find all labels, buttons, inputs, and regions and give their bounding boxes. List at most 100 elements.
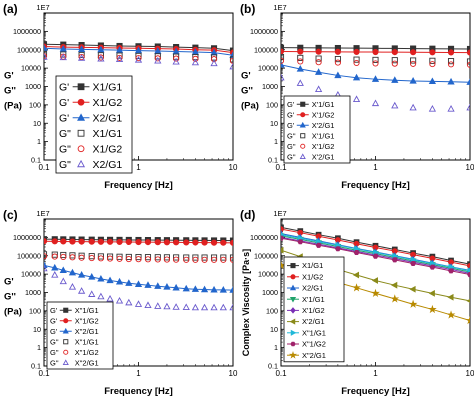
data-point <box>229 51 233 58</box>
x-axis-label: Frequency [Hz] <box>104 180 173 191</box>
series-1 <box>44 238 233 246</box>
legend-item: G' X"2/G1 <box>50 327 99 336</box>
y-axis-exponent-label: 1E7 <box>273 3 286 12</box>
legend-label: X2/G1 <box>92 159 122 171</box>
chart-panel-d: (d) 1E7 1000000 100000 10000 1000 100 10 1 0.10.1… <box>240 208 474 397</box>
legend-label: X1/G2 <box>92 97 122 109</box>
data-point <box>135 239 142 246</box>
y-tick-label: 100000 <box>17 45 41 54</box>
y-tick-label: 1000 <box>262 82 278 91</box>
data-point <box>352 73 361 81</box>
data-point <box>163 254 170 261</box>
legend-prefix: G" <box>59 143 71 155</box>
y-axis-label-line: (Pa) <box>4 307 22 318</box>
data-point <box>281 48 285 55</box>
data-point <box>409 103 417 111</box>
series-4 <box>44 253 233 263</box>
data-point <box>183 239 190 246</box>
data-point <box>428 289 435 297</box>
data-point <box>172 57 180 65</box>
data-point <box>334 71 342 79</box>
legend-prefix: G' <box>287 110 295 119</box>
data-point <box>410 260 417 266</box>
data-point <box>97 54 105 62</box>
data-point <box>467 272 470 278</box>
x-tick-label: 0.1 <box>275 369 287 378</box>
legend-item: G' X'2/G1 <box>287 121 334 130</box>
data-point <box>88 253 95 260</box>
y-tick-label: 1000000 <box>250 27 278 36</box>
data-point <box>78 238 85 245</box>
legend-prefix: G' <box>59 97 69 109</box>
data-point <box>44 264 48 272</box>
y-tick-label: 10000 <box>258 64 278 73</box>
legend-prefix: G" <box>287 152 296 161</box>
y-axis-exponent-label: 1E7 <box>36 3 49 12</box>
data-point <box>154 254 161 261</box>
data-point <box>154 55 161 62</box>
data-point <box>115 277 124 285</box>
data-point <box>409 77 417 84</box>
data-point <box>163 283 171 290</box>
legend-item: G" X"1/G2 <box>50 348 99 357</box>
y-tick-label: 1000 <box>25 82 41 91</box>
legend-marker <box>300 133 306 139</box>
data-point <box>59 45 67 52</box>
data-point <box>428 77 437 85</box>
y-axis-exponent-label: 1E7 <box>36 209 49 218</box>
legend-label: X1/G2 <box>92 143 122 155</box>
legend-marker <box>290 274 296 280</box>
data-point <box>51 251 58 258</box>
data-point <box>229 256 233 263</box>
series-2 <box>44 44 233 58</box>
series-3 <box>44 50 233 63</box>
data-point <box>297 48 304 55</box>
data-point <box>314 68 323 75</box>
data-point <box>163 256 170 263</box>
y-tick-label: 1000000 <box>13 27 41 36</box>
data-point <box>125 298 133 306</box>
y-axis-label-line: G' <box>4 71 14 82</box>
data-point <box>447 77 455 85</box>
data-point <box>77 45 86 53</box>
data-point <box>314 85 323 93</box>
legend-marker <box>77 129 85 137</box>
y-tick-label: 10 <box>33 119 41 128</box>
data-point <box>154 256 161 263</box>
legend-item: G' X'1/G1 <box>287 100 334 109</box>
x-tick-label: 1 <box>373 163 378 172</box>
legend-label: X2/G1 <box>92 112 122 124</box>
data-point <box>281 57 285 64</box>
legend-prefix: G" <box>287 142 296 151</box>
data-point <box>210 256 218 263</box>
data-point <box>447 49 455 56</box>
series-2 <box>44 261 233 293</box>
data-point <box>154 302 162 309</box>
y-tick-label: 1000000 <box>250 233 278 242</box>
x-tick-label: 1 <box>136 163 141 172</box>
data-point <box>134 300 143 307</box>
data-point <box>219 303 227 311</box>
data-point <box>44 238 48 245</box>
legend-item: G' X1/G1 <box>59 81 122 93</box>
data-point <box>465 315 470 325</box>
y-tick-label: 10000 <box>21 64 41 73</box>
y-tick-label: 1 <box>274 137 278 146</box>
legend-item: X"2/G1 <box>287 351 326 360</box>
data-point <box>429 57 436 64</box>
legend-item: X"1/G2 <box>287 340 326 349</box>
legend-marker <box>300 112 306 118</box>
x-axis-label: Frequency [Hz] <box>341 180 410 191</box>
data-point <box>200 303 209 311</box>
data-point <box>182 303 190 311</box>
panel-label: (d) <box>240 208 255 222</box>
data-point <box>466 49 470 56</box>
data-point <box>191 58 200 66</box>
legend-label: X"1/G1 <box>75 337 99 346</box>
legend-item: G' X2/G1 <box>59 112 122 124</box>
data-point <box>97 274 105 282</box>
data-point <box>44 44 48 51</box>
data-point <box>144 254 152 261</box>
data-point <box>201 239 208 246</box>
series-3 <box>281 54 470 65</box>
